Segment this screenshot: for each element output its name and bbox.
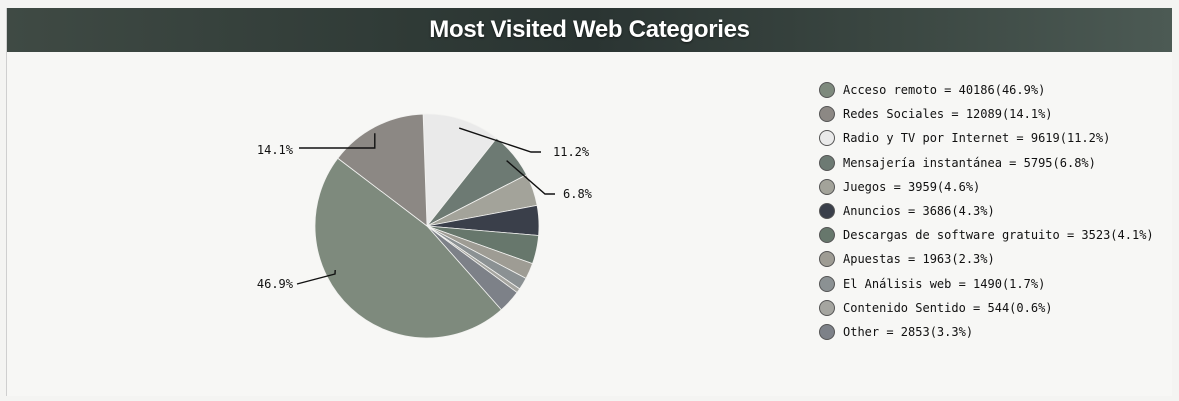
data-label-radio-y-tv-por-internet: 11.2%: [553, 145, 590, 159]
legend-label: Apuestas = 1963(2.3%): [843, 252, 995, 267]
legend-swatch: [819, 323, 835, 340]
legend-item-acceso-remoto: Acceso remoto = 40186(46.9%): [819, 78, 1154, 102]
legend-label: Contenido Sentido = 544(0.6%): [843, 300, 1053, 315]
legend-item-contenido-sentido: Contenido Sentido = 544(0.6%): [819, 296, 1154, 320]
legend-label: Acceso remoto = 40186(46.9%): [843, 83, 1046, 98]
legend-swatch: [819, 154, 835, 171]
pie-slice-acceso-remoto: [314, 157, 502, 339]
data-label-acceso-remoto: 46.9%: [257, 277, 294, 291]
legend-swatch: [819, 227, 835, 244]
legend-swatch: [819, 106, 835, 123]
legend-swatch: [819, 251, 835, 268]
pie-chart: 46.9% 14.1% 11.2% 6.8%: [257, 113, 593, 339]
legend-label: Other = 2853(3.3%): [843, 324, 974, 339]
legend-swatch: [819, 275, 835, 292]
leader-line-redes-sociales: [299, 133, 376, 149]
legend-label: El Análisis web = 1490(1.7%): [843, 276, 1046, 291]
legend-item-el-analisis-web: El Análisis web = 1490(1.7%): [819, 272, 1154, 296]
legend-label: Descargas de software gratuito = 3523(4.…: [843, 228, 1154, 243]
chart-title-bar: Most Visited Web Categories: [7, 8, 1172, 52]
legend-label: Anuncios = 3686(4.3%): [843, 204, 995, 219]
legend-swatch: [819, 203, 835, 220]
legend-label: Radio y TV por Internet = 9619(11.2%): [843, 131, 1111, 146]
legend-label: Juegos = 3959(4.6%): [843, 179, 981, 194]
pie-slice-redes-sociales: [337, 113, 428, 227]
legend-item-juegos: Juegos = 3959(4.6%): [819, 175, 1154, 199]
legend-item-other: Other = 2853(3.3%): [819, 320, 1154, 344]
chart-panel: Most Visited Web Categories 46.9% 14.1% 11…: [6, 8, 1172, 396]
legend-item-apuestas: Apuestas = 1963(2.3%): [819, 247, 1154, 271]
chart-legend: Acceso remoto = 40186(46.9%) Redes Social…: [819, 78, 1154, 344]
legend-item-anuncios: Anuncios = 3686(4.3%): [819, 199, 1154, 223]
leader-line-mensajeria-instantanea: [506, 160, 555, 195]
leader-line-acceso-remoto: [296, 269, 336, 285]
legend-label: Redes Sociales = 12089(14.1%): [843, 107, 1053, 122]
legend-item-radio-y-tv-por-internet: Radio y TV por Internet = 9619(11.2%): [819, 126, 1154, 150]
legend-label: Mensajería instantánea = 5795(6.8%): [843, 155, 1096, 170]
data-label-mensajeria-instantanea: 6.8%: [563, 187, 593, 201]
pie-slice-radio-y-tv-por-internet: [422, 113, 498, 228]
chart-title: Most Visited Web Categories: [429, 16, 750, 43]
legend-swatch: [819, 130, 835, 147]
legend-swatch: [819, 82, 835, 99]
legend-swatch: [819, 178, 835, 195]
legend-item-mensajeria-instantanea: Mensajería instantánea = 5795(6.8%): [819, 151, 1154, 175]
data-label-redes-sociales: 14.1%: [257, 143, 294, 157]
legend-swatch: [819, 299, 835, 316]
legend-item-redes-sociales: Redes Sociales = 12089(14.1%): [819, 102, 1154, 126]
legend-item-descargas-de-software-gratuito: Descargas de software gratuito = 3523(4.…: [819, 223, 1154, 247]
leader-line-radio-y-tv-por-internet: [458, 127, 541, 153]
